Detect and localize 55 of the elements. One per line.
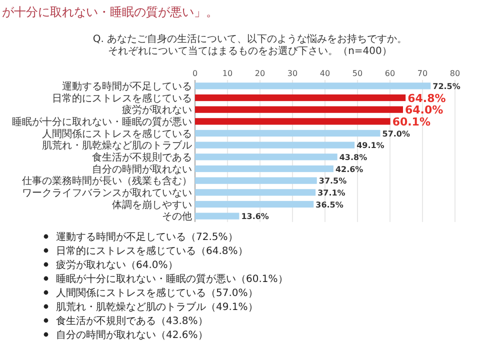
y-tick-label: 仕事の業務時間が長い（残業も含む） <box>22 175 192 188</box>
bar <box>195 142 355 148</box>
data-label: 37.1% <box>318 188 346 198</box>
data-label: 36.5% <box>316 200 344 210</box>
text: 日常的にストレスを感じている（64.8%） <box>56 245 248 257</box>
x-tick-label: 70 <box>417 69 428 78</box>
data-label: 72.5% <box>432 82 460 91</box>
data-label: 43.8% <box>339 152 368 162</box>
data-label: 49.1% <box>356 141 384 150</box>
y-tick-label: ワークライフバランスが取れていない <box>22 188 192 199</box>
x-tick-label: 80 <box>450 69 460 78</box>
bar <box>195 106 403 113</box>
text: 自分の時間が取れない（42.6%） <box>56 329 208 341</box>
x-tick-label: 30 <box>287 69 298 78</box>
chart-title: Q. あなたご自身の生活について、以下のような悩みをお持ちですか。それぞれについて当てはまるものをお選び下さい。（n=400） <box>92 33 408 57</box>
bar <box>195 177 317 184</box>
bar <box>195 189 316 196</box>
bar <box>195 118 390 125</box>
y-tick-label: 疲労が取れない <box>122 104 192 116</box>
bar <box>195 200 314 208</box>
x-tick-label: 60 <box>384 69 396 78</box>
x-tick-label: 10 <box>222 69 233 78</box>
data-label: 13.6% <box>241 212 269 222</box>
y-tick-label: 運動する時間が不足している <box>62 80 192 92</box>
bar <box>195 212 240 220</box>
bar <box>195 82 431 90</box>
x-tick-label: 40 <box>320 69 330 78</box>
text: が十分に取れない・睡眠の質が悪い」。 <box>2 5 218 19</box>
y-tick-label: その他 <box>162 210 192 223</box>
text: 肌荒れ・肌乾燥など肌のトラブル（49.1%） <box>56 301 258 313</box>
text: 運動する時間が不足している（72.5%） <box>56 231 238 243</box>
text: 人間関係にストレスを感じている（57.0%） <box>56 287 258 299</box>
data-label: 37.5% <box>318 176 347 186</box>
y-tick-label: 肌荒れ・肌乾燥など肌のトラブル <box>42 140 192 152</box>
y-tick-label: 人間関係にストレスを感じている <box>42 128 192 140</box>
data-label: 57.0% <box>382 129 410 138</box>
bar <box>195 130 380 137</box>
y-tick-label: 睡眠が十分に取れない・睡眠の質が悪い <box>12 116 192 128</box>
y-tick-label: 日常的にストレスを感じている <box>52 92 192 104</box>
text: 食生活が不規則である（43.8%） <box>56 315 208 327</box>
data-label: 64.0% <box>405 104 444 117</box>
bar <box>195 94 406 102</box>
text: 睡眠が十分に取れない・睡眠の質が悪い（60.1%） <box>56 273 288 285</box>
data-label: 64.8% <box>408 92 446 105</box>
y-tick-label: 食生活が不規則である <box>92 151 192 164</box>
y-tick-label: 体調を崩しやすい <box>112 198 192 211</box>
text: 疲労が取れない（64.0%） <box>56 259 178 271</box>
data-label: 42.6% <box>335 164 364 174</box>
bar <box>195 165 334 172</box>
bar <box>195 154 338 160</box>
x-tick-label: 50 <box>352 69 363 78</box>
y-tick-label: 自分の時間が取れない <box>92 163 192 176</box>
data-label: 60.1% <box>392 115 430 128</box>
x-tick-label: 0 <box>192 69 198 78</box>
x-tick-label: 20 <box>254 69 266 78</box>
